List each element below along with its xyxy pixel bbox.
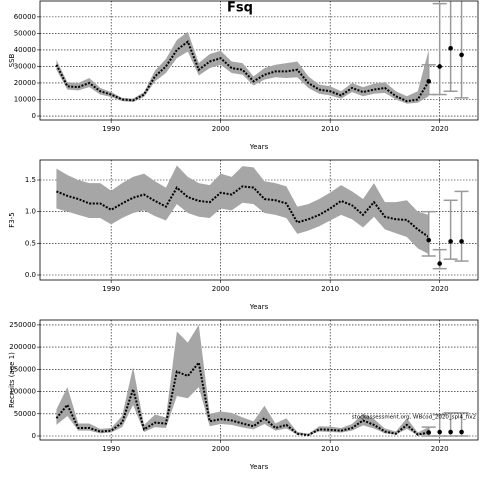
- y-tick-label: 1.5: [25, 176, 36, 184]
- plot-frame: [39, 159, 479, 281]
- confidence-band: [56, 31, 429, 104]
- projection-point: [459, 239, 464, 244]
- x-axis-label: Years: [249, 303, 269, 311]
- x-tick-label: 1990: [102, 445, 120, 453]
- x-tick-label: 2010: [321, 285, 339, 293]
- x-axis-label: Years: [249, 143, 269, 151]
- y-tick-label: 1.0: [25, 208, 36, 216]
- y-axis-label: Recruits (age 1): [8, 352, 16, 408]
- y-tick-label: 30000: [14, 62, 36, 70]
- confidence-band: [56, 324, 429, 436]
- y-tick-label: 0.5: [25, 239, 36, 247]
- x-tick-label: 2020: [431, 125, 449, 133]
- projection-point: [437, 261, 442, 266]
- plot-frame: [39, 0, 479, 121]
- y-tick-label: 50000: [14, 410, 36, 418]
- y-axis-label: F3-5: [8, 212, 16, 227]
- chart-title: Fsq: [227, 1, 253, 16]
- projection-point: [448, 239, 453, 244]
- projection-point: [448, 429, 453, 435]
- y-tick-label: 150000: [9, 365, 36, 373]
- x-tick-label: 2000: [212, 125, 230, 133]
- projection-point: [426, 237, 432, 243]
- estimate-line: [56, 185, 430, 238]
- x-tick-label: 1990: [102, 285, 120, 293]
- x-tick-label: 2010: [321, 445, 339, 453]
- x-tick-label: 2020: [431, 285, 449, 293]
- plot-frame: [39, 319, 479, 441]
- annotation: stockassessment.org, WBcod_2020_spl4_fix…: [352, 415, 476, 421]
- y-tick-label: 250000: [9, 321, 36, 329]
- projection-point: [448, 45, 453, 51]
- x-tick-label: 2010: [321, 125, 339, 133]
- y-tick-label: 100000: [9, 388, 36, 396]
- y-tick-label: 20000: [14, 79, 36, 87]
- y-tick-label: 60000: [14, 13, 36, 21]
- confidence-band: [56, 165, 429, 255]
- y-axis-label: SSB: [8, 53, 16, 67]
- projection-point: [437, 64, 442, 69]
- projection-point: [426, 79, 432, 84]
- plot: [40, 160, 478, 280]
- x-axis-label: Years: [249, 463, 269, 471]
- plot: [40, 1, 478, 120]
- projection-point: [426, 430, 432, 435]
- y-tick-label: 50000: [14, 29, 36, 37]
- y-tick-label: 40000: [14, 46, 36, 54]
- plot: [40, 320, 478, 440]
- projection-point: [437, 429, 442, 435]
- x-tick-label: 1990: [102, 125, 120, 133]
- y-tick-label: 0: [32, 432, 36, 440]
- y-tick-label: 0.0: [25, 271, 36, 279]
- y-tick-label: 0: [32, 112, 36, 120]
- projection-point: [459, 429, 464, 435]
- x-tick-label: 2000: [212, 445, 230, 453]
- y-tick-label: 200000: [9, 343, 36, 351]
- x-tick-label: 2000: [212, 285, 230, 293]
- y-tick-label: 10000: [14, 96, 36, 104]
- x-tick-label: 2020: [431, 445, 449, 453]
- estimate-line: [55, 360, 429, 437]
- projection-point: [459, 52, 464, 58]
